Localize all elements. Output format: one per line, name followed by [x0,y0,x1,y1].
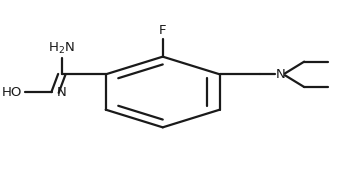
Text: F: F [159,24,166,37]
Text: N: N [276,68,285,81]
Text: HO: HO [1,86,22,99]
Text: N: N [57,86,67,99]
Text: H$_2$N: H$_2$N [48,41,75,56]
